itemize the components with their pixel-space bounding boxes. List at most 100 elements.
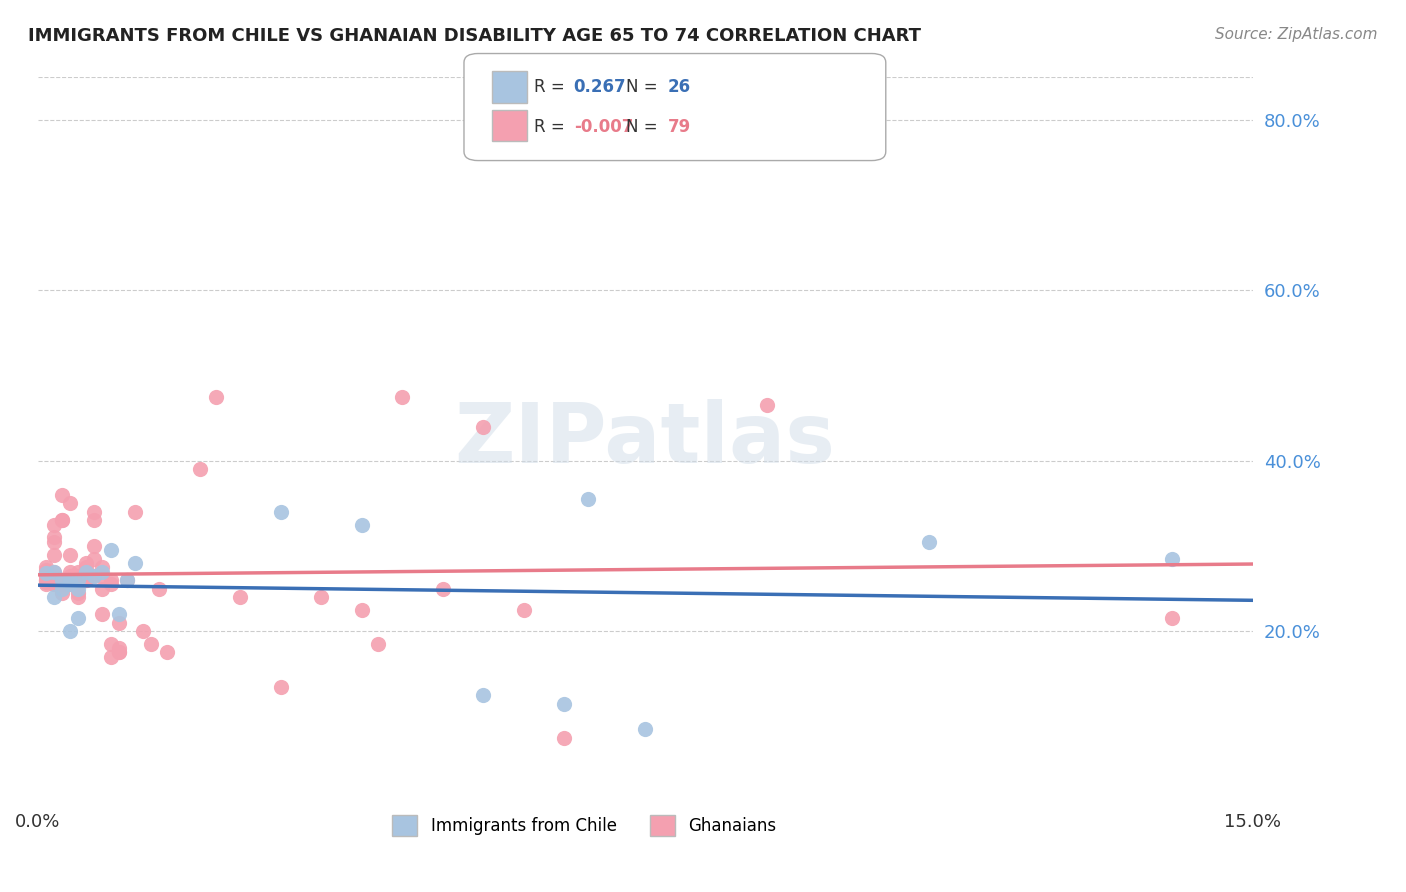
Text: R =: R = xyxy=(534,118,571,136)
Point xyxy=(35,569,58,583)
Point xyxy=(100,577,122,591)
Point xyxy=(42,573,65,587)
Point xyxy=(100,637,122,651)
Point xyxy=(59,573,82,587)
Point xyxy=(309,590,332,604)
Point xyxy=(67,565,90,579)
Text: ZIPatlas: ZIPatlas xyxy=(454,399,835,480)
Text: R =: R = xyxy=(534,78,575,96)
Point xyxy=(51,586,73,600)
Point xyxy=(42,577,65,591)
Point xyxy=(51,573,73,587)
Text: N =: N = xyxy=(626,78,662,96)
Point xyxy=(83,551,105,566)
Text: 0.267: 0.267 xyxy=(574,78,626,96)
Point xyxy=(59,548,82,562)
Point xyxy=(91,607,114,622)
Point xyxy=(432,582,454,596)
Point xyxy=(42,531,65,545)
Point xyxy=(51,573,73,587)
Point xyxy=(67,569,90,583)
Point xyxy=(100,573,122,587)
Point xyxy=(59,565,82,579)
Point xyxy=(35,563,58,577)
Point xyxy=(42,517,65,532)
Point xyxy=(115,573,138,587)
Point xyxy=(75,565,97,579)
Point xyxy=(42,548,65,562)
Point xyxy=(51,582,73,596)
Text: N =: N = xyxy=(626,118,662,136)
Point xyxy=(350,517,373,532)
Point xyxy=(51,573,73,587)
Point xyxy=(124,556,146,570)
Point xyxy=(107,607,129,622)
Point xyxy=(42,534,65,549)
Point xyxy=(59,496,82,510)
Point xyxy=(75,569,97,583)
Point xyxy=(83,513,105,527)
Point xyxy=(107,645,129,659)
Point xyxy=(107,645,129,659)
Point xyxy=(350,603,373,617)
Point xyxy=(42,590,65,604)
Point xyxy=(139,637,162,651)
Point xyxy=(512,603,534,617)
Point xyxy=(35,566,58,581)
Text: -0.007: -0.007 xyxy=(574,118,633,136)
Point xyxy=(42,565,65,579)
Point xyxy=(553,731,575,745)
Point xyxy=(59,577,82,591)
Point xyxy=(59,573,82,587)
Point xyxy=(188,462,211,476)
Point xyxy=(75,565,97,579)
Point xyxy=(35,566,58,581)
Point xyxy=(35,565,58,579)
Point xyxy=(59,624,82,639)
Point xyxy=(35,573,58,587)
Point xyxy=(42,569,65,583)
Point xyxy=(115,573,138,587)
Point xyxy=(553,697,575,711)
Point xyxy=(75,573,97,587)
Point xyxy=(35,560,58,574)
Point xyxy=(391,390,413,404)
Point xyxy=(42,577,65,591)
Point xyxy=(35,577,58,591)
Point xyxy=(83,539,105,553)
Point xyxy=(107,615,129,630)
Point xyxy=(75,556,97,570)
Point xyxy=(51,513,73,527)
Point xyxy=(67,590,90,604)
Point xyxy=(67,586,90,600)
Point xyxy=(100,649,122,664)
Point xyxy=(634,722,657,736)
Point xyxy=(51,513,73,527)
Point xyxy=(91,560,114,574)
Point xyxy=(91,565,114,579)
Point xyxy=(124,505,146,519)
Point xyxy=(75,573,97,587)
Point xyxy=(229,590,252,604)
Text: 26: 26 xyxy=(668,78,690,96)
Point xyxy=(367,637,389,651)
Legend: Immigrants from Chile, Ghanaians: Immigrants from Chile, Ghanaians xyxy=(384,807,785,844)
Point xyxy=(1160,551,1182,566)
Point xyxy=(59,577,82,591)
Point xyxy=(578,492,600,507)
Point xyxy=(100,543,122,558)
Point xyxy=(67,573,90,587)
Point xyxy=(59,569,82,583)
Point xyxy=(51,488,73,502)
Point xyxy=(83,569,105,583)
Point xyxy=(35,574,58,589)
Point xyxy=(51,577,73,591)
Point xyxy=(472,688,495,702)
Point xyxy=(91,569,114,583)
Point xyxy=(83,569,105,583)
Point xyxy=(148,582,170,596)
Point xyxy=(75,560,97,574)
Point xyxy=(132,624,155,639)
Point xyxy=(35,573,58,587)
Point xyxy=(67,582,90,596)
